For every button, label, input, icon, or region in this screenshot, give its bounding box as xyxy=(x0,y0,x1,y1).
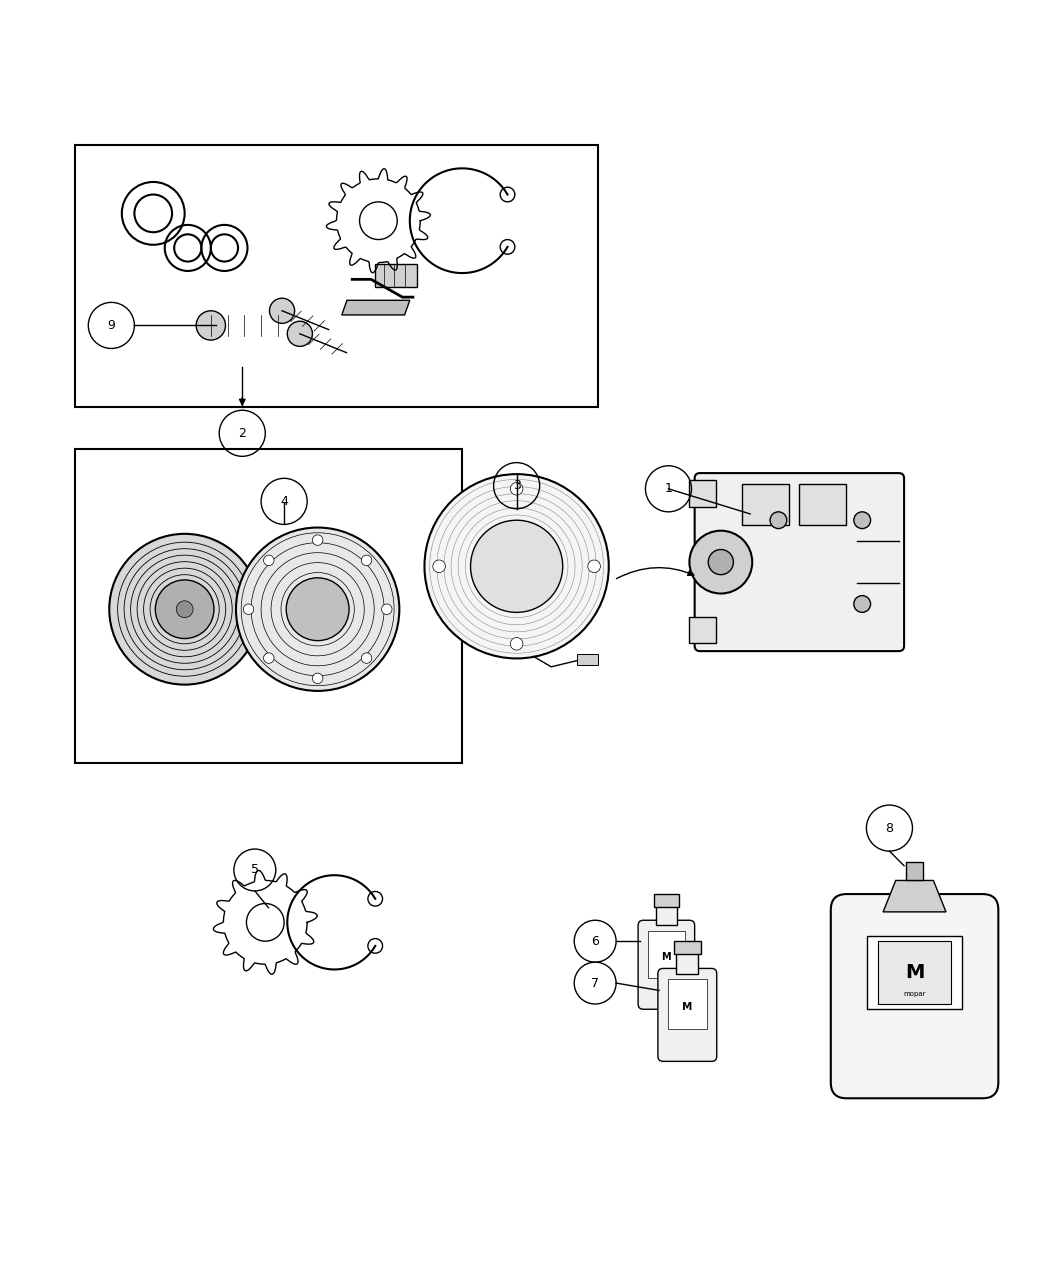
Circle shape xyxy=(381,604,392,615)
FancyBboxPatch shape xyxy=(695,473,904,652)
Circle shape xyxy=(588,560,601,572)
Circle shape xyxy=(176,601,193,617)
Bar xyxy=(878,941,951,1003)
Bar xyxy=(654,894,679,907)
Bar xyxy=(906,862,923,881)
Circle shape xyxy=(361,653,372,663)
Bar xyxy=(375,264,417,287)
Circle shape xyxy=(470,520,563,612)
Bar xyxy=(690,617,716,643)
FancyBboxPatch shape xyxy=(831,894,999,1098)
Circle shape xyxy=(510,638,523,650)
Circle shape xyxy=(244,604,254,615)
Circle shape xyxy=(287,578,349,640)
Polygon shape xyxy=(883,881,946,912)
Circle shape xyxy=(109,534,260,685)
Circle shape xyxy=(264,555,274,566)
Circle shape xyxy=(770,511,786,529)
Circle shape xyxy=(270,298,295,324)
Text: 9: 9 xyxy=(107,319,116,332)
Circle shape xyxy=(361,555,372,566)
Text: M: M xyxy=(905,963,924,982)
Text: 6: 6 xyxy=(591,935,600,947)
Circle shape xyxy=(313,673,323,683)
FancyBboxPatch shape xyxy=(638,921,695,1010)
Text: 5: 5 xyxy=(251,863,258,876)
FancyBboxPatch shape xyxy=(658,969,717,1061)
Text: 7: 7 xyxy=(591,977,600,989)
Bar xyxy=(668,979,707,1029)
Bar xyxy=(578,654,598,664)
Bar xyxy=(674,941,700,954)
Circle shape xyxy=(854,511,870,529)
Text: 3: 3 xyxy=(512,479,521,492)
Bar xyxy=(741,483,789,525)
Text: 4: 4 xyxy=(280,495,288,507)
Circle shape xyxy=(854,595,870,612)
Circle shape xyxy=(155,580,214,639)
Bar xyxy=(75,449,462,764)
Bar xyxy=(799,483,846,525)
Circle shape xyxy=(433,560,445,572)
Circle shape xyxy=(313,536,323,546)
Circle shape xyxy=(424,474,609,658)
Bar xyxy=(690,481,716,506)
Bar xyxy=(867,936,962,1010)
Circle shape xyxy=(510,482,523,495)
Text: M: M xyxy=(662,952,671,961)
Circle shape xyxy=(264,653,274,663)
Text: 2: 2 xyxy=(238,427,246,440)
Bar xyxy=(676,951,698,974)
Text: 8: 8 xyxy=(885,821,894,835)
Bar xyxy=(656,904,677,926)
Circle shape xyxy=(288,321,313,347)
Text: mopar: mopar xyxy=(903,991,926,997)
Circle shape xyxy=(709,550,733,575)
Text: 1: 1 xyxy=(665,482,672,495)
Circle shape xyxy=(236,528,399,691)
Text: M: M xyxy=(682,1002,693,1011)
Bar xyxy=(648,931,686,978)
Polygon shape xyxy=(341,301,410,315)
Bar xyxy=(75,145,598,407)
Circle shape xyxy=(196,311,226,340)
Circle shape xyxy=(690,530,752,594)
